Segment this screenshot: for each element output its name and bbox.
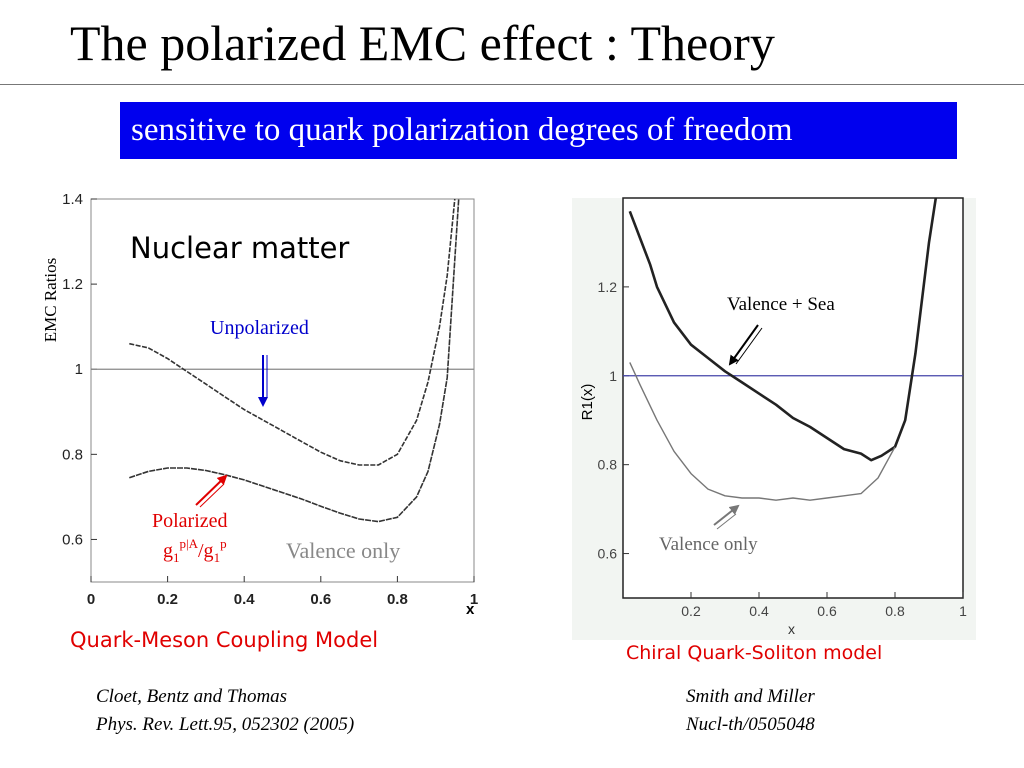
left-model-label: Quark-Meson Coupling Model: [70, 628, 379, 652]
right-reference: Smith and Miller Nucl-th/0505048: [686, 683, 815, 739]
x-tick-label-0-5: 1: [470, 591, 478, 608]
x-tick-label-0-0: 0: [87, 591, 95, 608]
nuclear-matter-label: Nuclear matter: [130, 231, 349, 265]
x-tick-label-0-1: 0.2: [157, 591, 178, 608]
series-line-1-1: [629, 362, 896, 501]
series-line-0-1: [129, 198, 460, 523]
left-y-axis-label: EMC Ratios: [41, 258, 60, 343]
ratio-sup1-text: p|A: [180, 536, 199, 551]
polarized-label: Polarized: [152, 510, 228, 532]
y-tick-label-0-1: 0.8: [62, 446, 83, 463]
right-y-axis-label: R1(x): [579, 384, 596, 421]
left-valence-only-label: Valence only: [286, 538, 400, 563]
subtitle-banner: sensitive to quark polarization degrees …: [120, 102, 957, 159]
x-tick-label-0-4: 0.8: [387, 591, 408, 608]
y-tick-label-0-2: 1: [75, 361, 83, 378]
unpolarized-label: Unpolarized: [210, 317, 309, 339]
y-tick-label-1-1: 0.8: [598, 457, 618, 473]
ratio-sub1-text: 1: [173, 550, 180, 565]
series-line-1-0: [628, 197, 938, 462]
x-tick-label-0-2: 0.4: [234, 591, 256, 608]
y-tick-label-0-4: 1.4: [62, 191, 83, 208]
x-tick-label-1-2: 0.6: [817, 603, 837, 619]
right-panel-bg: [572, 198, 976, 640]
x-tick-label-1-3: 0.8: [885, 603, 905, 619]
polarized-arrow-shadow: [199, 483, 225, 508]
left-reference: Cloet, Bentz and Thomas Phys. Rev. Lett.…: [96, 683, 354, 739]
x-tick-label-1-4: 1: [959, 603, 967, 619]
valence-sea-arrow: [728, 324, 759, 366]
right-valence-only-label: Valence only: [659, 534, 758, 555]
x-tick-label-1-1: 0.4: [749, 603, 769, 619]
left-ref-journal: Phys. Rev. Lett.95, 052302 (2005): [96, 714, 355, 735]
ratio-slash-text: /g: [198, 540, 214, 562]
right-valence-arrow: [713, 504, 740, 526]
title-divider: [0, 84, 1024, 85]
x-tick-label-0-3: 0.6: [310, 591, 331, 608]
y-tick-label-1-2: 1: [609, 368, 617, 384]
y-tick-label-1-0: 0.6: [598, 546, 618, 562]
polarized-arrow: [195, 474, 228, 506]
right-ref-authors: Smith and Miller: [686, 686, 815, 707]
polarized-ratio-label: g1p|A/g1p: [163, 536, 227, 565]
right-ref-journal: Nucl-th/0505048: [686, 714, 815, 735]
ratio-sub2-text: 1: [214, 550, 221, 565]
left-plot-frame: [90, 198, 475, 583]
y-tick-label-0-0: 0.6: [62, 531, 83, 548]
series-line-0-0: [129, 198, 456, 466]
right-valence-arrow-shadow: [716, 513, 737, 530]
x-tick-label-1-0: 0.2: [681, 603, 701, 619]
right-x-axis-label: x: [788, 621, 795, 637]
valence-sea-label: Valence + Sea: [727, 294, 835, 315]
right-plot-frame: [622, 197, 964, 599]
ratio-g-text: g: [163, 540, 173, 562]
slide-title: The polarized EMC effect : Theory: [70, 15, 775, 71]
ratio-sup2-text: p: [220, 536, 227, 551]
y-tick-label-1-3: 1.2: [598, 279, 618, 295]
valence-sea-arrow-shadow: [735, 327, 763, 365]
y-tick-label-0-3: 1.2: [62, 276, 83, 293]
left-x-axis-label: x: [466, 601, 475, 618]
right-model-label: Chiral Quark-Soliton model: [626, 642, 883, 664]
left-ref-authors: Cloet, Bentz and Thomas: [96, 686, 288, 707]
